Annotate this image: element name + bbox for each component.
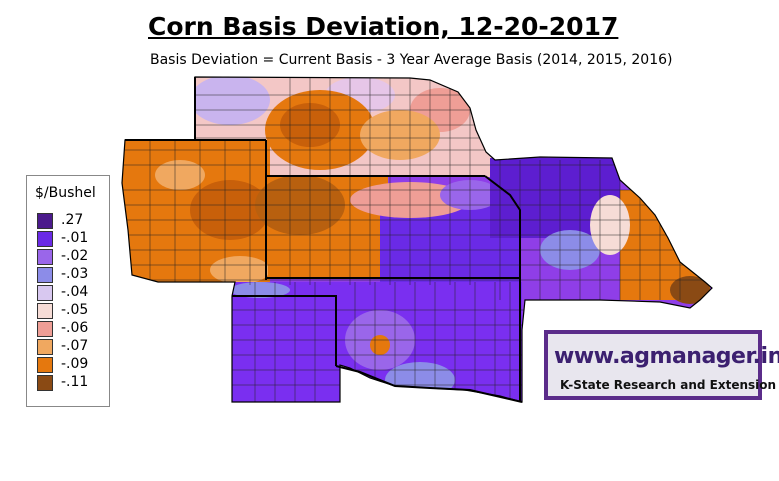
agmanager-logo: www.agmanager.info K-State Research and … — [544, 330, 779, 400]
map-subtitle: Basis Deviation = Current Basis - 3 Year… — [150, 52, 673, 68]
legend-label: -.04 — [61, 284, 89, 300]
legend: $/Bushel .27 -.01 -.02 -.03 -.04 -.05 -.… — [26, 175, 110, 407]
legend-label: .27 — [61, 212, 84, 228]
legend-label: -.03 — [61, 266, 89, 282]
legend-swatch — [37, 267, 53, 283]
legend-swatch — [37, 231, 53, 247]
legend-label: -.05 — [61, 302, 89, 318]
legend-swatch — [37, 213, 53, 229]
legend-swatch — [37, 303, 53, 319]
legend-label: -.01 — [61, 230, 89, 246]
legend-label: -.07 — [61, 338, 89, 354]
legend-label: -.11 — [61, 374, 89, 390]
legend-label: -.02 — [61, 248, 89, 264]
legend-swatch — [37, 375, 53, 391]
legend-label: -.06 — [61, 320, 89, 336]
legend-swatch — [37, 285, 53, 301]
legend-swatch — [37, 321, 53, 337]
legend-swatch — [37, 339, 53, 355]
logo-org-text: K-State Research and Extension — [560, 378, 777, 392]
map-outline — [121, 76, 713, 403]
legend-label: -.09 — [61, 356, 89, 372]
legend-swatch — [37, 249, 53, 265]
logo-url-text: www.agmanager.info — [554, 344, 779, 369]
legend-title: $/Bushel — [35, 185, 96, 201]
legend-swatch — [37, 357, 53, 373]
map-title: Corn Basis Deviation, 12-20-2017 — [148, 12, 619, 41]
